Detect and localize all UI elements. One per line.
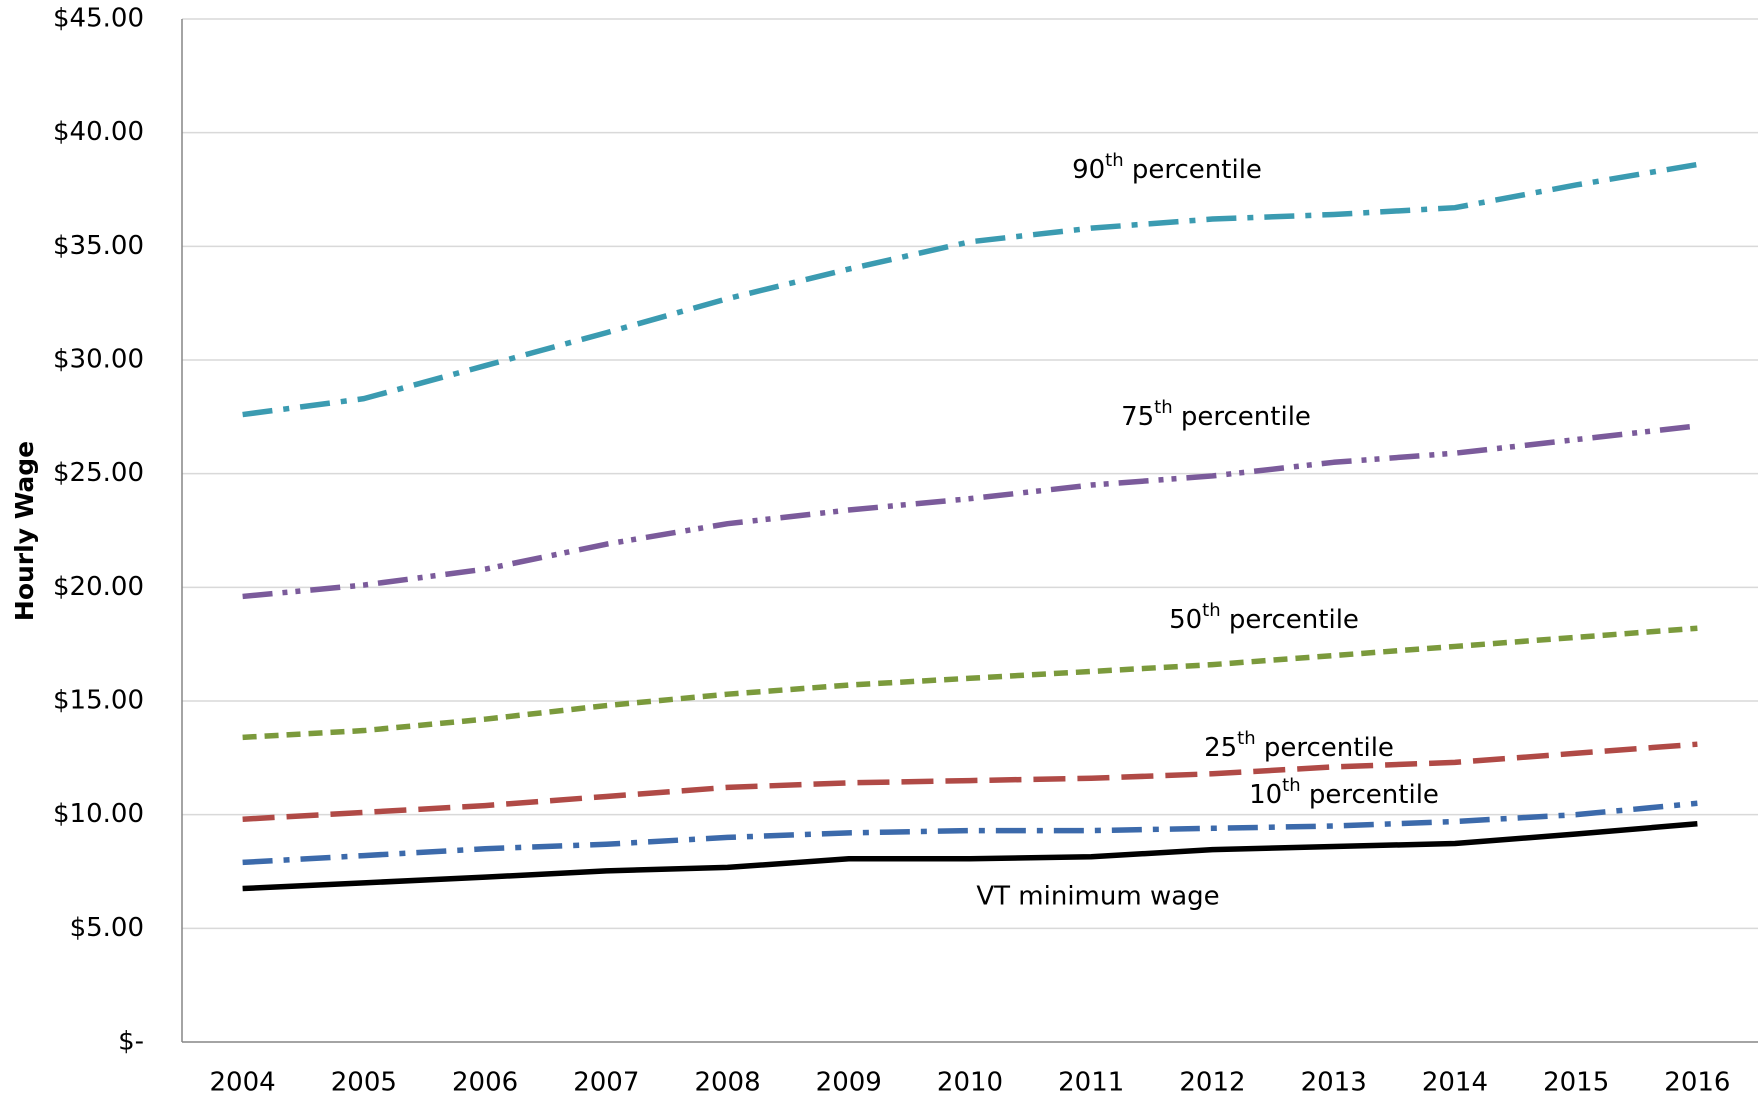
series-label: VT minimum wage (976, 882, 1219, 912)
x-tick-label: 2012 (1179, 1068, 1245, 1097)
x-tick-label: 2008 (694, 1068, 760, 1097)
series-label: 10th percentile (1249, 775, 1439, 810)
series-label: 50th percentile (1169, 600, 1359, 635)
x-tick-label: 2006 (452, 1068, 518, 1097)
series-line (242, 741, 1698, 822)
x-tick-label: 2009 (816, 1068, 882, 1097)
x-tick-label: 2013 (1301, 1068, 1367, 1097)
x-tick-label: 2011 (1058, 1068, 1124, 1097)
y-tick-label: $30.00 (53, 345, 144, 375)
y-tick-label: $35.00 (53, 231, 144, 261)
y-tick-label: $45.00 (53, 4, 144, 34)
y-tick-label: $5.00 (70, 913, 144, 943)
x-tick-label: 2005 (331, 1068, 397, 1097)
series-label: 75th percentile (1121, 397, 1311, 432)
x-tick-label: 2016 (1664, 1068, 1730, 1097)
series-line (242, 821, 1698, 892)
series-line (242, 161, 1698, 418)
y-tick-label: $40.00 (53, 117, 144, 147)
series-line (242, 800, 1698, 866)
y-tick-label: $25.00 (53, 458, 144, 488)
series-line (242, 423, 1698, 600)
series-label: 90th percentile (1072, 150, 1262, 185)
y-tick-label: $- (118, 1027, 144, 1057)
x-tick-label: 2007 (573, 1068, 639, 1097)
x-tick-label: 2004 (210, 1068, 276, 1097)
series-line (242, 625, 1698, 741)
x-tick-label: 2014 (1422, 1068, 1488, 1097)
y-tick-label: $10.00 (53, 799, 144, 829)
y-axis-title: Hourly Wage (10, 441, 39, 621)
y-tick-label: $20.00 (53, 572, 144, 602)
x-tick-label: 2010 (937, 1068, 1003, 1097)
x-tick-label: 2015 (1543, 1068, 1609, 1097)
series-label: 25th percentile (1204, 728, 1394, 763)
y-tick-label: $15.00 (53, 686, 144, 716)
